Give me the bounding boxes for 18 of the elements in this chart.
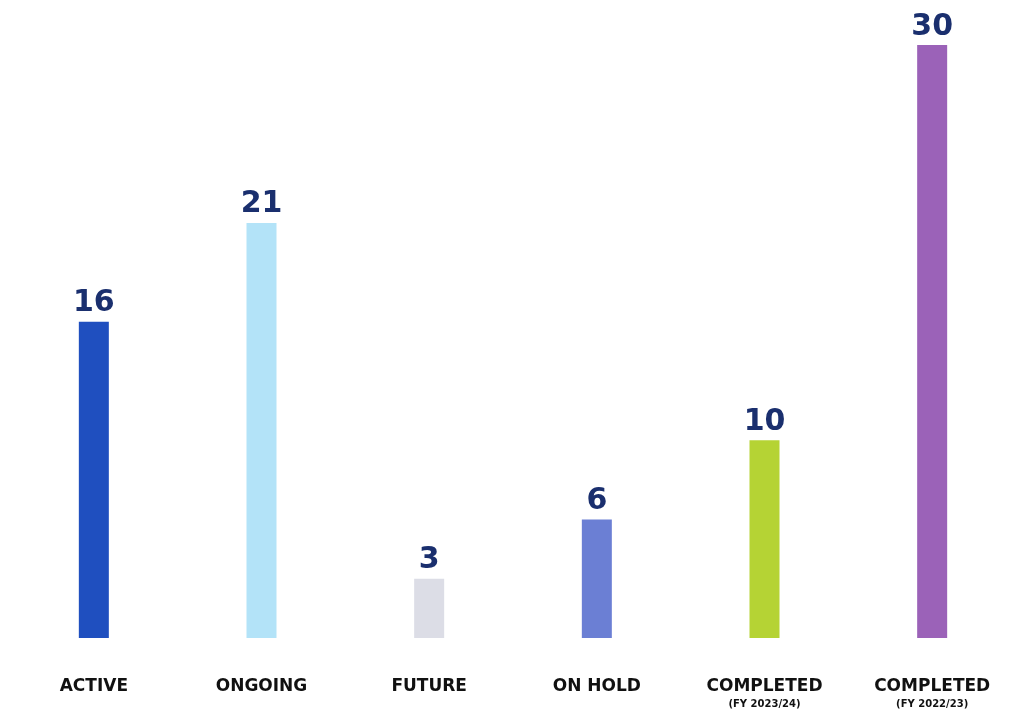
x-tick-label: ONGOING — [215, 675, 308, 695]
x-tick-label: ACTIVE — [59, 675, 128, 695]
x-tick-label: FUTURE — [391, 675, 467, 695]
bar — [414, 578, 445, 638]
bar — [917, 45, 948, 638]
data-label: 6 — [586, 480, 608, 516]
x-tick-label: COMPLETED (FY 2023/24) — [706, 675, 823, 709]
data-label: 3 — [418, 540, 440, 576]
bar — [581, 519, 612, 638]
bar — [246, 222, 277, 638]
data-label: 10 — [743, 401, 786, 437]
x-tick-label: ON HOLD — [552, 675, 641, 695]
x-tick-label: COMPLETED (FY 2022/23) — [874, 675, 991, 709]
bar — [749, 440, 780, 638]
data-label: 30 — [911, 6, 954, 42]
data-label: 21 — [240, 184, 283, 220]
bar — [78, 321, 109, 638]
data-label: 16 — [72, 283, 115, 319]
